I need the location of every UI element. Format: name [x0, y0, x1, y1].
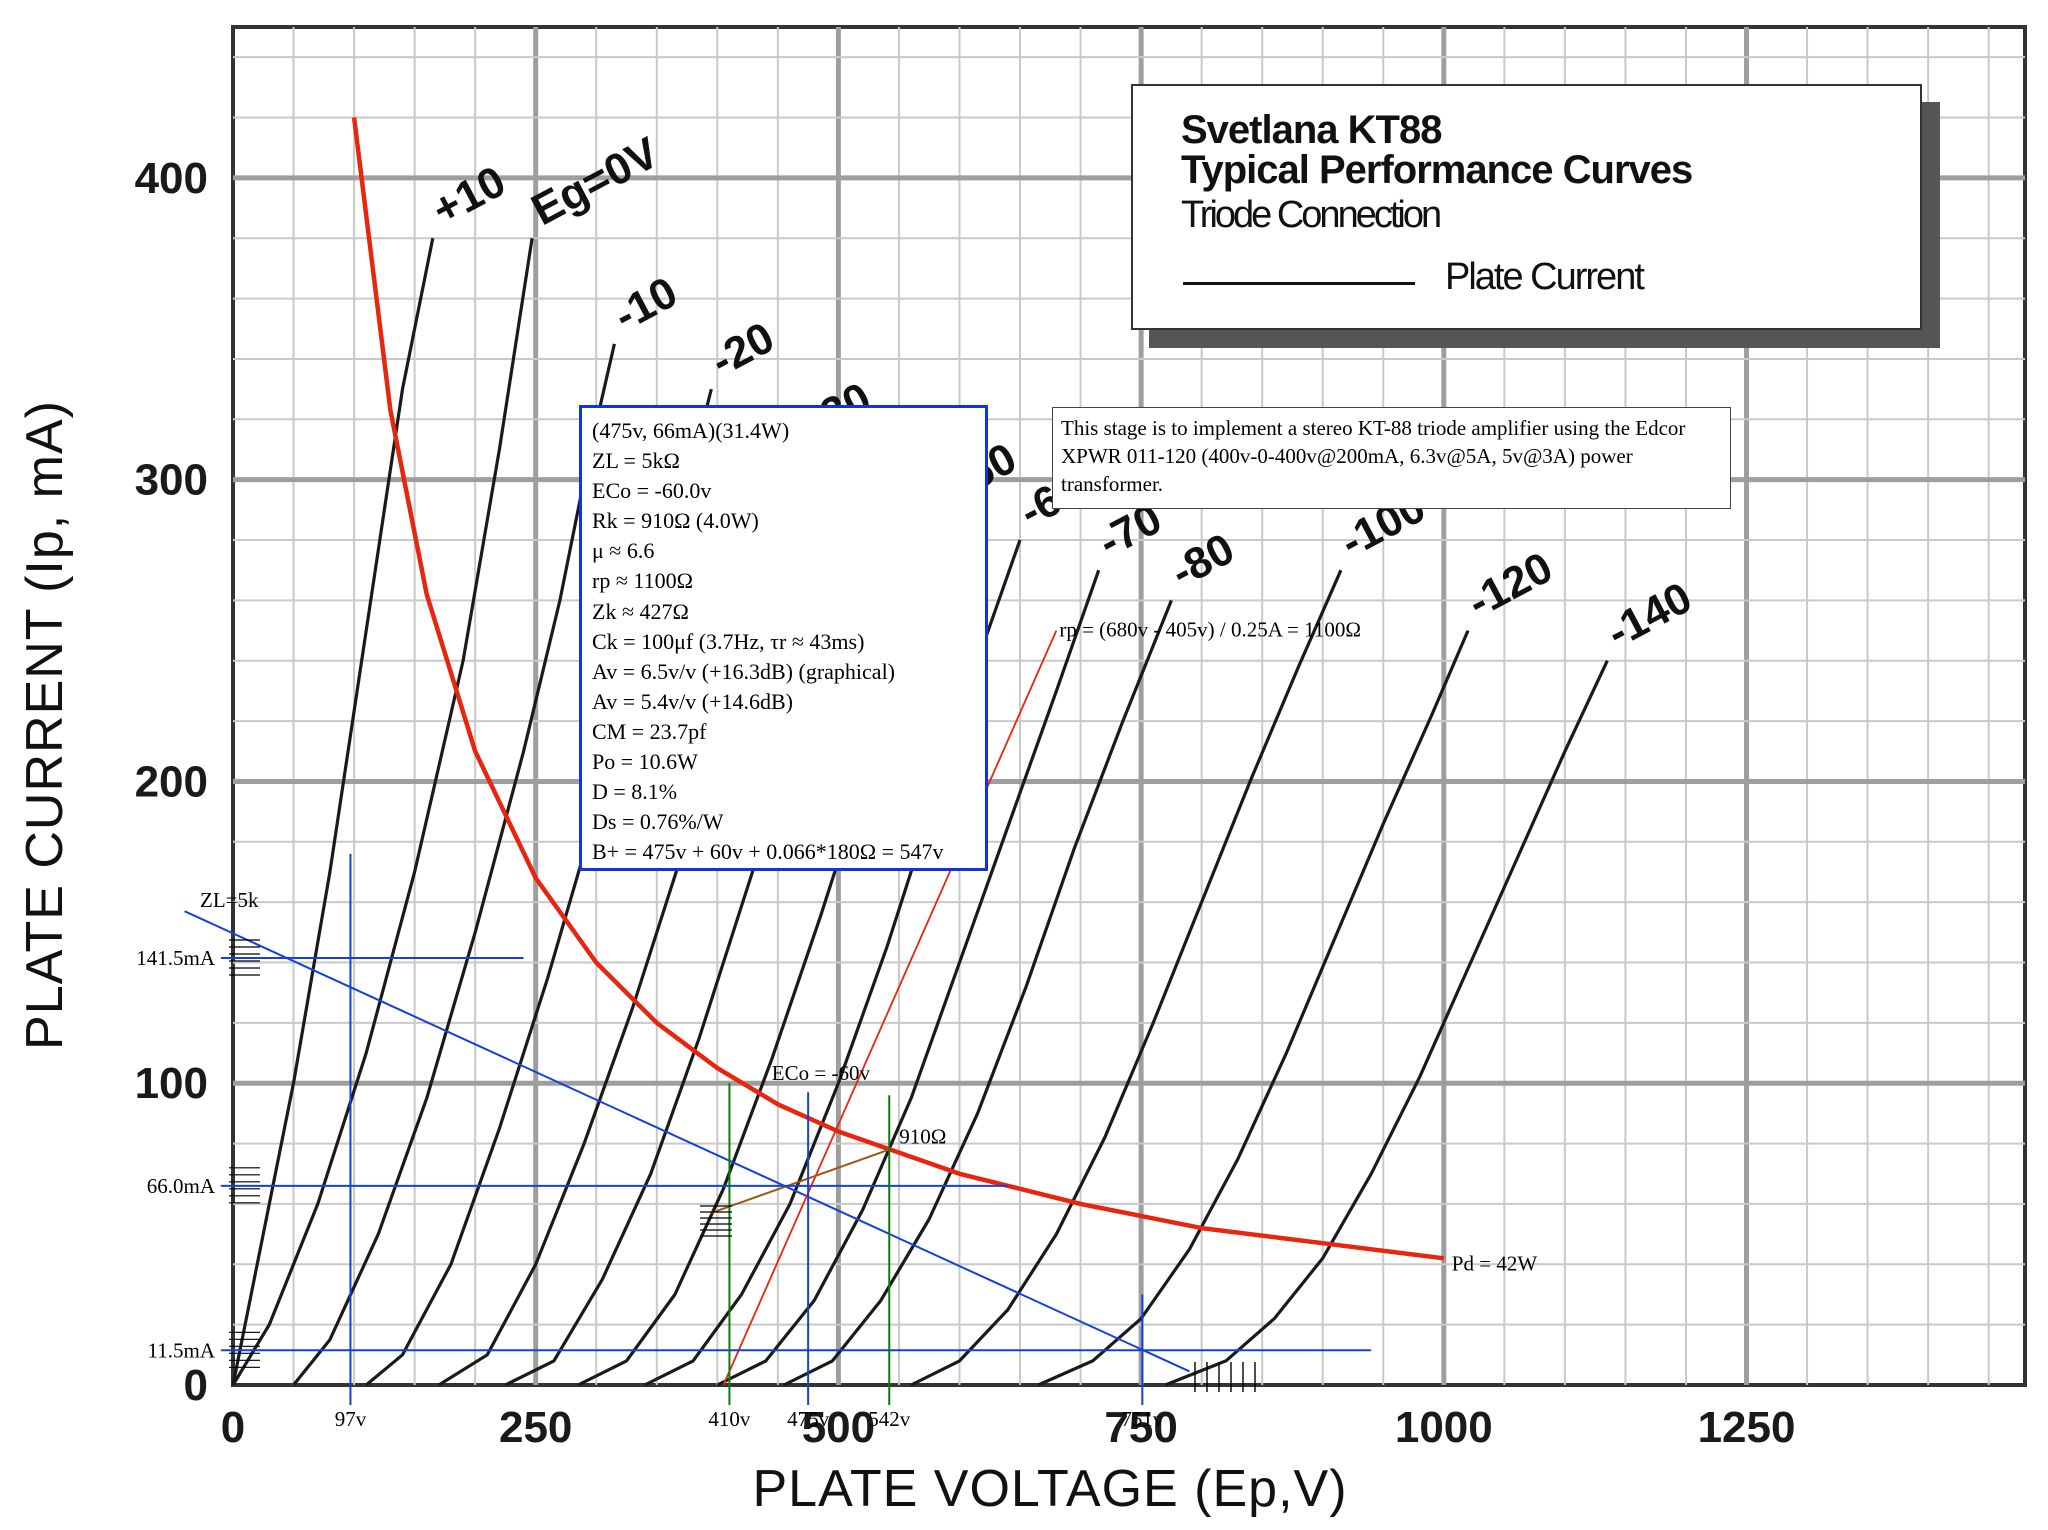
x-tick-label: 1250 — [1698, 1403, 1796, 1452]
parameter-line: ZL = 5kΩ — [592, 448, 680, 474]
legend-entry: Plate Current — [1445, 256, 1645, 298]
parameter-line: CM = 23.7pf — [592, 718, 707, 744]
eco-label: ECo = -60v — [772, 1061, 871, 1085]
x-tick-label: 1000 — [1395, 1403, 1493, 1452]
ref-line-horizontal-label: 66.0mA — [147, 1174, 216, 1198]
cathode-bias-line — [710, 1148, 890, 1214]
plate-curve — [231, 237, 435, 1386]
load-line — [184, 910, 1190, 1373]
chart-subtitle: Typical Performance Curves — [1181, 148, 1693, 192]
cathode-resistor-label: 910Ω — [899, 1125, 946, 1149]
x-tick-label: 500 — [802, 1403, 875, 1452]
parameters-box: (475v, 66mA)(31.4W) ZL = 5kΩ ECo = -60.0v R… — [579, 405, 988, 871]
y-tick-label: 100 — [135, 1059, 208, 1108]
x-tick-label: 0 — [221, 1403, 245, 1452]
parameter-line: μ ≈ 6.6 — [592, 538, 655, 564]
connection-label: Triode Connection — [1181, 194, 1442, 236]
axis-ticks: 0 250 500 750 1000 1250 0 100 200 300 400 — [135, 154, 1796, 1452]
parameter-line: Av = 6.5v/v (+16.3dB) (graphical) — [592, 658, 896, 684]
ref-line-vertical-label: 751v — [1121, 1407, 1164, 1431]
y-axis-title: PLATE CURRENT (Ip, mA) — [16, 400, 74, 1050]
plate-curve — [1164, 660, 1609, 1387]
rp-tangent-line — [722, 630, 1058, 1386]
ref-line-vertical-label: 542v — [868, 1407, 911, 1431]
parameter-line: Av = 5.4v/v (+14.6dB) — [592, 688, 794, 714]
parameter-line: Po = 10.6W — [592, 749, 698, 775]
parameter-line: Rk = 910Ω (4.0W) — [592, 508, 759, 534]
dissipation-curve — [351, 117, 1445, 1261]
y-tick-label: 400 — [135, 154, 208, 203]
parameter-line: rp ≈ 1100Ω — [592, 568, 693, 594]
y-tick-label: 0 — [184, 1361, 208, 1410]
plate-curve — [910, 569, 1343, 1387]
x-tick-label: 250 — [499, 1403, 572, 1452]
parameter-line: (475v, 66mA)(31.4W) — [592, 418, 790, 443]
design-overlays — [184, 117, 1445, 1405]
y-tick-label: 300 — [135, 456, 208, 505]
rp-label: rp = (680v - 405v) / 0.25A = 1100Ω — [1059, 618, 1361, 642]
dissipation-label: Pd = 42W — [1452, 1251, 1538, 1275]
plate-curve — [231, 237, 534, 1386]
ref-line-horizontal-label: 141.5mA — [136, 946, 216, 970]
y-tick-label: 200 — [135, 757, 208, 806]
plate-curve — [783, 599, 1173, 1387]
ref-line-vertical-label: 475v — [787, 1407, 830, 1431]
load-line-label: ZL=5k — [200, 888, 259, 912]
x-tick-label: 750 — [1104, 1403, 1177, 1452]
note-box: This stage is to implement a stereo KT-8… — [1052, 407, 1731, 509]
ref-line-horizontal-label: 11.5mA — [148, 1338, 216, 1362]
legend-box: Svetlana KT88 Typical Performance Curves… — [1131, 84, 1922, 330]
parameter-line: Ck = 100μf (3.7Hz, τr ≈ 43ms) — [592, 628, 865, 654]
parameter-line: ECo = -60.0v — [592, 478, 712, 504]
ref-line-vertical-label: 97v — [335, 1407, 367, 1431]
chart-title: Svetlana KT88 — [1181, 108, 1442, 152]
plate-curve — [1037, 629, 1470, 1387]
parameter-line: D = 8.1% — [592, 779, 678, 805]
ref-line-vertical-label: 410v — [708, 1407, 751, 1431]
parameter-line: Ds = 0.76%/W — [592, 809, 724, 835]
plate-curve — [716, 569, 1101, 1387]
parameter-line: B+ = 475v + 60v + 0.066*180Ω = 547v — [592, 839, 944, 865]
parameter-line: Zk ≈ 427Ω — [592, 598, 689, 624]
x-axis-title: PLATE VOLTAGE (Ep,V) — [752, 1460, 1347, 1518]
legend-line-swatch — [1183, 282, 1415, 285]
